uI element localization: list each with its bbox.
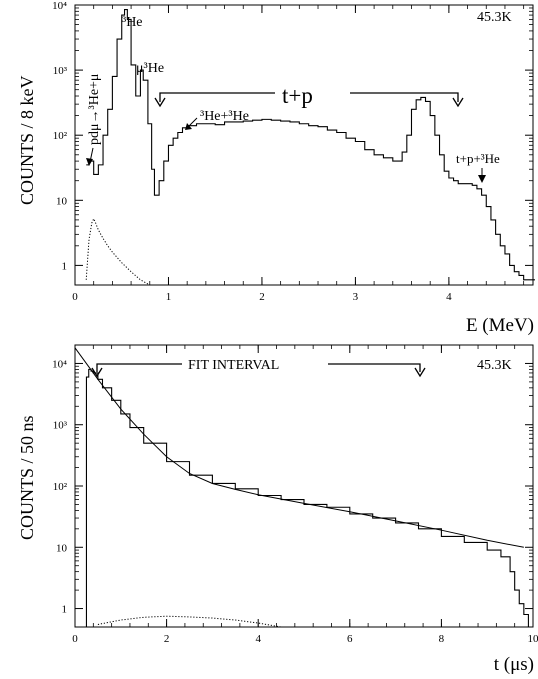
energy-y-axis-label: COUNTS / 8 keV [17,76,37,206]
he3-he3-arrow [185,117,198,130]
y-tick-label: 10³ [53,420,68,432]
y-tick-label: 1 [62,604,68,616]
mu-he3-peak-label: μ³He [136,61,164,76]
x-tick-label: 4 [255,633,261,645]
y-tick-label: 10 [56,195,68,207]
x-tick-label: 2 [164,633,170,645]
plot-frame [74,4,534,286]
x-tick-label: 1 [166,291,172,303]
fit-bracket-left [96,363,182,372]
energy-x-axis-label: E (MeV) [466,315,534,336]
x-tick-label: 0 [72,633,78,645]
x-tick-label: 10 [528,633,538,645]
series-layer [85,9,535,286]
x-tick-label: 8 [439,633,445,645]
background-dotted-curve [97,615,282,628]
series-layer [74,347,531,628]
plot-frame [74,344,534,628]
x-axis: 0 1 2 3 4 [72,5,525,303]
y-tick-label: 10 [56,542,68,554]
fit-bracket-right-arrowhead [414,367,426,378]
background-dotted-curve [85,217,151,286]
x-tick-label: 6 [347,633,353,645]
tp-he3-arrow [478,168,486,183]
x-tick-label: 3 [353,291,359,303]
t-p-bracket-left [159,92,275,102]
t-p-label: t+p [282,83,313,108]
fit-bracket-left-arrowhead [91,367,103,378]
t-p-bracket-right-arrowhead [452,97,464,108]
time-x-axis-label: t (μs) [494,654,534,675]
x-tick-label: 4 [446,291,452,303]
he3-he3-label: ³He+³He [200,109,249,124]
y-tick-label: 10³ [53,65,68,77]
pd-mu-arrow [86,147,94,166]
t-p-bracket-right [350,92,459,102]
x-axis: 0 2 4 6 8 10 [72,345,538,645]
t-p-bracket [154,92,464,108]
fit-curve [74,347,524,548]
data-histogram [86,9,535,281]
energy-temperature-label: 45.3K [477,10,512,25]
fit-bracket-right [328,363,421,372]
y-tick-label: 10² [53,130,68,142]
t-p-bracket-left-arrowhead [154,97,166,108]
y-tick-label: 10⁴ [52,358,67,370]
y-tick-label: 1 [62,260,68,272]
fit-interval-label: FIT INTERVAL [188,358,279,373]
y-axis: 1 10 10² 10³ 10⁴ [52,0,533,272]
x-tick-label: 0 [72,291,78,303]
y-axis: 1 10 10² 10³ 10⁴ [52,344,533,616]
pd-mu-reaction-label: pdμ→³He+μ [87,74,102,145]
tp-he3-label: t+p+³He [456,151,500,166]
time-y-axis-label: COUNTS / 50 ns [17,415,37,540]
time-temperature-label: 45.3K [477,358,512,373]
y-tick-label: 10² [53,481,68,493]
fit-interval-bracket [91,363,426,378]
x-tick-label: 2 [259,291,265,303]
data-histogram [84,368,531,628]
y-tick-label: 10⁴ [52,0,67,12]
he3-peak-label: ³He [122,15,143,30]
